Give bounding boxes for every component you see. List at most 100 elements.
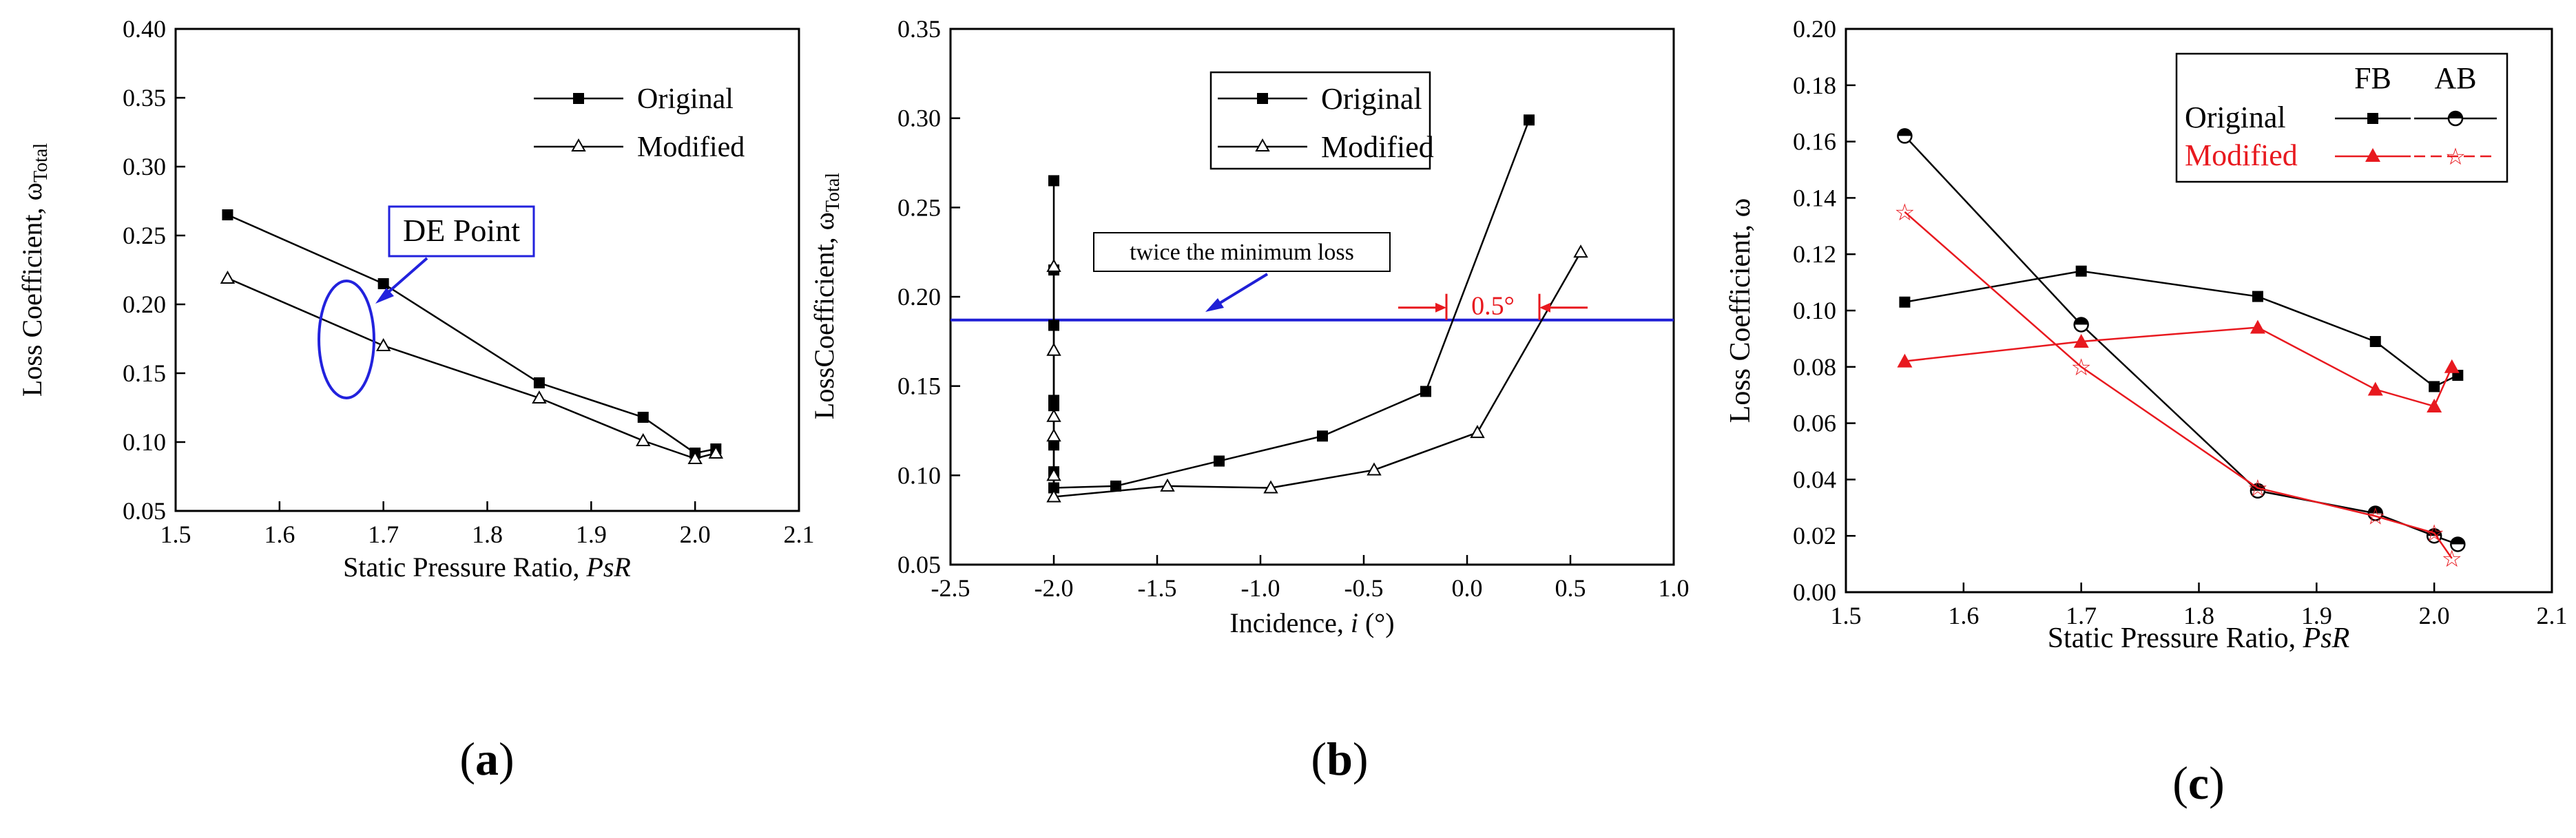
ticks-a: 1.5 1.6 1.7 1.8 1.9 2.0 2.1 0.05 0.10 0.15 0.20 0.2… xyxy=(123,15,815,548)
x-axis-label-b: Incidence, i (°) xyxy=(1229,607,1394,638)
data-point-c-original-fb xyxy=(2075,265,2087,277)
series-b xyxy=(1046,114,1588,503)
legend-c: FB AB Original Modified ☆ xyxy=(2175,52,2509,183)
y-tick-label-c: 0.20 xyxy=(1793,15,1836,43)
x-tick-label-c: 1.8 xyxy=(2183,602,2214,629)
panel-b: -2.5 -2.0 -1.5 -1.0 -0.5 0.0 0.5 1.0 0.05 0.10 0.1… xyxy=(809,15,1690,785)
panel-a: 1.5 1.6 1.7 1.8 1.9 2.0 2.1 0.05 0.10 0.15 0.20 0.2… xyxy=(17,15,815,785)
x-tick-label-b: -0.5 xyxy=(1344,574,1384,602)
x-tick-label-b: 1.0 xyxy=(1659,574,1690,602)
data-point-c-original-fb xyxy=(1899,296,1911,308)
series-a xyxy=(220,209,724,464)
series-line-b-original xyxy=(1052,119,1530,489)
data-point-a-original xyxy=(222,209,233,220)
x-tick-label-b: -2.5 xyxy=(931,574,970,602)
data-point-b-modified xyxy=(1046,342,1061,356)
de-point-annotation: DE Point xyxy=(318,205,535,399)
y-tick-label-b: 0.35 xyxy=(897,15,941,43)
range-left-arrowhead xyxy=(1435,302,1446,313)
x-tick-label-c: 1.7 xyxy=(2066,602,2097,629)
x-tick-label-b: 0.5 xyxy=(1555,574,1586,602)
data-point-b-original xyxy=(1317,430,1328,442)
y-tick-label-b: 0.20 xyxy=(897,283,941,311)
legend-b: Original Modified xyxy=(1209,71,1434,170)
legend-marker-a-modified xyxy=(571,138,586,151)
data-point-b-modified xyxy=(1367,462,1382,476)
legend-marker-original-ab xyxy=(2447,110,2464,127)
y-tick-label-c: 0.12 xyxy=(1793,240,1836,268)
y-axis-label-a: Loss Coefficient, ωTotal xyxy=(17,143,52,397)
x-tick-label-b: -2.0 xyxy=(1035,574,1074,602)
data-point-c-modified-fb xyxy=(2250,320,2265,334)
data-point-c-original-ab xyxy=(2450,536,2466,552)
legend-label-b-modified: Modified xyxy=(1321,130,1434,164)
data-point-a-original xyxy=(533,377,545,388)
y-tick-label-c: 0.04 xyxy=(1793,465,1836,493)
series-line-c-modified-fb xyxy=(1904,326,2453,408)
series-c: ☆☆☆☆☆☆ xyxy=(1894,128,2466,572)
data-point-c-modified-fb xyxy=(1897,353,1913,368)
data-point-c-modified-ab: ☆ xyxy=(2247,476,2268,502)
data-point-b-original xyxy=(1048,175,1059,187)
x-tick-label-a: 1.8 xyxy=(472,521,503,548)
legend-a: Original Modified xyxy=(534,83,745,163)
x-axis-label-a: Static Pressure Ratio, PsR xyxy=(343,552,631,583)
data-point-c-original-ab xyxy=(2073,317,2089,333)
x-tick-label-a: 1.5 xyxy=(160,521,191,548)
y-tick-label-b: 0.10 xyxy=(897,461,941,489)
legend-label-a-modified: Modified xyxy=(637,132,745,163)
y-tick-label-c: 0.16 xyxy=(1793,128,1836,156)
data-point-a-original xyxy=(637,412,649,423)
panel-c: 1.5 1.6 1.7 1.8 1.9 2.0 2.1 0.00 0.02 0.04 0.06 0.0… xyxy=(1725,15,2568,809)
data-point-b-modified xyxy=(1263,480,1278,494)
panel-label-c: (c) xyxy=(2172,757,2225,809)
data-point-b-modified xyxy=(1573,244,1588,258)
twice-min-loss-box xyxy=(1093,232,1391,272)
legend-label-b-original: Original xyxy=(1321,82,1422,116)
ticks-b: -2.5 -2.0 -1.5 -1.0 -0.5 0.0 0.5 1.0 0.05 0.10 0.1… xyxy=(897,15,1690,602)
range-label: 0.5° xyxy=(1471,292,1515,321)
data-point-b-original xyxy=(1420,386,1431,397)
y-tick-label-c: 0.18 xyxy=(1793,72,1836,99)
legend-label-a-original: Original xyxy=(637,83,734,115)
y-tick-label-c: 0.14 xyxy=(1793,184,1836,211)
data-point-a-modified xyxy=(636,432,651,446)
de-point-box xyxy=(388,205,535,258)
y-tick-label-c: 0.06 xyxy=(1793,410,1836,437)
data-point-c-modified-ab: ☆ xyxy=(1894,200,1915,226)
x-tick-label-a: 1.7 xyxy=(368,521,399,548)
panel-label-b: (b) xyxy=(1311,733,1368,785)
x-tick-label-a: 2.0 xyxy=(680,521,711,548)
data-point-c-modified-fb xyxy=(2444,359,2460,373)
y-tick-label-a: 0.15 xyxy=(123,359,166,387)
series-line-b-modified xyxy=(1052,251,1582,498)
panel-label-a: (a) xyxy=(459,733,514,785)
legend-marker-a-original xyxy=(573,93,584,104)
y-tick-label-c: 0.02 xyxy=(1793,522,1836,549)
data-point-b-modified xyxy=(1046,489,1061,503)
series-line-a-modified xyxy=(227,277,716,460)
range-right-arrowhead xyxy=(1539,302,1550,313)
x-tick-label-c: 2.0 xyxy=(2419,602,2450,629)
y-axis-label-b: LossCoefficient, ωTotal xyxy=(809,173,844,419)
x-tick-label-c: 1.6 xyxy=(1948,602,1979,629)
data-point-b-modified xyxy=(1046,408,1061,422)
x-tick-label-c: 1.9 xyxy=(2301,602,2332,629)
data-point-b-modified xyxy=(1046,428,1061,442)
twice-min-loss-arrowhead xyxy=(1205,298,1224,312)
x-tick-label-a: 1.6 xyxy=(264,521,295,548)
twice-min-loss-label: twice the minimum loss xyxy=(1130,240,1354,265)
data-point-c-original-fb xyxy=(2429,381,2440,392)
x-tick-label-b: 0.0 xyxy=(1452,574,1483,602)
x-tick-label-b: -1.5 xyxy=(1138,574,1177,602)
data-point-a-modified xyxy=(687,450,703,464)
data-point-c-original-fb xyxy=(2252,291,2263,302)
y-tick-label-a: 0.10 xyxy=(123,428,166,456)
y-tick-label-a: 0.05 xyxy=(123,497,166,525)
data-point-b-modified xyxy=(1160,478,1175,492)
twice-min-loss-arrow xyxy=(1213,273,1269,308)
data-point-a-original xyxy=(377,278,389,289)
x-axis-label-c: Static Pressure Ratio, PsR xyxy=(2048,622,2350,654)
y-tick-label-b: 0.30 xyxy=(897,105,941,132)
